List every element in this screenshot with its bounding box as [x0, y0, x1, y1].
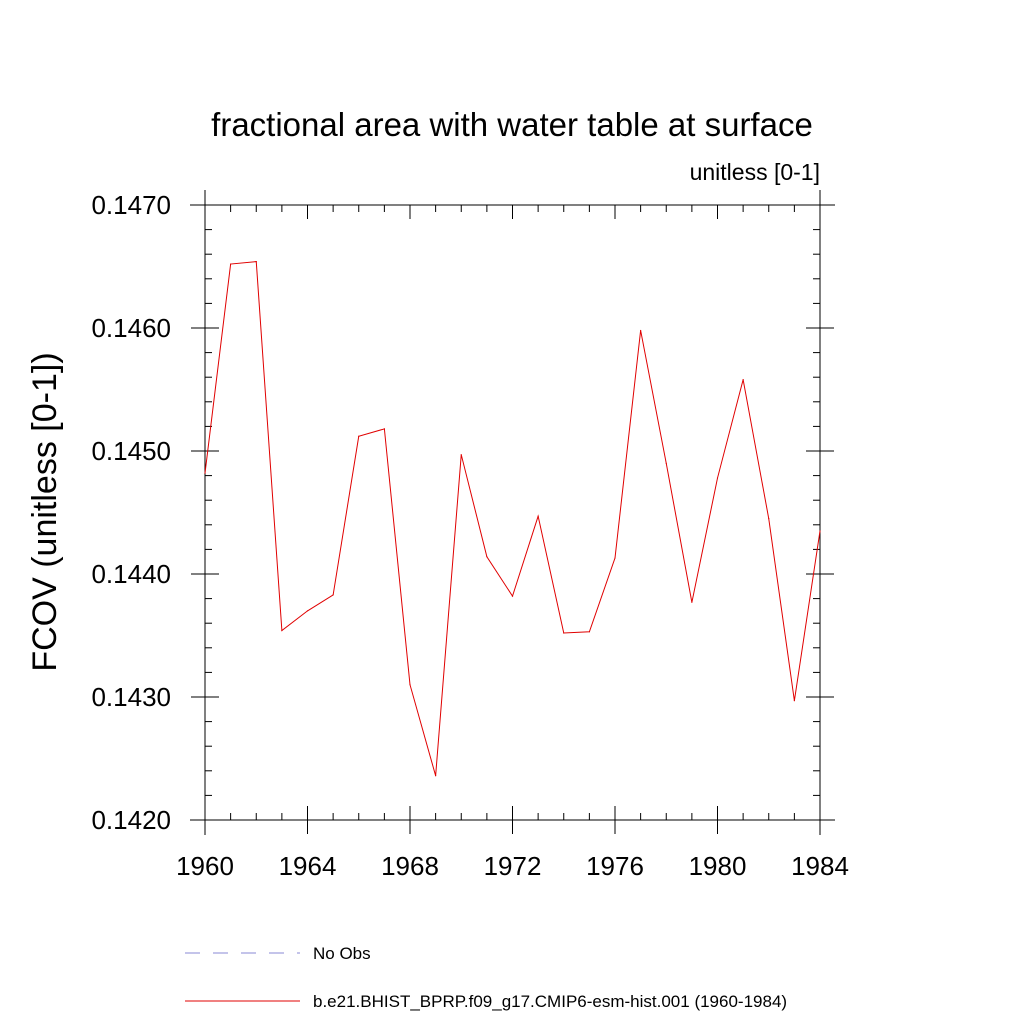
data-point	[563, 632, 565, 634]
legend: No Obs b.e21.BHIST_BPRP.f09_g17.CMIP6-es…	[185, 944, 787, 1011]
data-point	[230, 263, 232, 265]
data-point	[204, 472, 206, 474]
y-tick-label: 0.1460	[91, 313, 171, 343]
y-tick-label: 0.1420	[91, 805, 171, 835]
data-point	[793, 700, 795, 702]
series-line-1	[204, 261, 821, 776]
data-point	[640, 329, 642, 332]
data-point	[511, 595, 514, 597]
y-tick-label: 0.1440	[91, 559, 171, 589]
data-point	[306, 610, 309, 612]
chart-subtitle: unitless [0-1]	[690, 159, 820, 185]
y-tick-label: 0.1430	[91, 682, 171, 712]
data-point	[768, 518, 770, 520]
data-point	[716, 477, 719, 479]
data-point	[486, 556, 488, 558]
data-point	[537, 515, 539, 517]
x-tick-label: 1984	[791, 851, 849, 881]
data-point	[435, 775, 437, 777]
data-point	[460, 454, 462, 456]
data-point	[742, 379, 744, 381]
data-point	[255, 260, 257, 263]
data-point	[409, 684, 411, 686]
x-tick-label: 1980	[689, 851, 747, 881]
data-point	[691, 601, 693, 603]
y-axis-label: FCOV (unitless [0-1])	[26, 352, 64, 671]
plot-area	[204, 204, 821, 821]
series-layer	[204, 260, 821, 777]
chart-title: fractional area with water table at surf…	[211, 106, 813, 143]
data-point	[332, 594, 334, 596]
legend-label-no-obs: No Obs	[313, 944, 371, 963]
x-tick-label: 1960	[176, 851, 234, 881]
plot-frame	[204, 204, 821, 821]
data-point	[281, 629, 283, 632]
data-point	[588, 631, 590, 633]
legend-label-model-run: b.e21.BHIST_BPRP.f09_g17.CMIP6-esm-hist.…	[313, 992, 787, 1011]
x-tick-label: 1964	[279, 851, 337, 881]
x-tick-label: 1976	[586, 851, 644, 881]
y-axis: 0.1420 0.1430 0.1440 0.1450 0.1460 0.1470	[91, 190, 834, 835]
data-point	[819, 530, 821, 532]
data-point	[665, 462, 667, 464]
y-tick-label: 0.1450	[91, 436, 171, 466]
data-point	[358, 435, 360, 437]
y-tick-label: 0.1470	[91, 190, 171, 220]
data-point	[614, 557, 616, 559]
x-tick-label: 1972	[484, 851, 542, 881]
data-point	[383, 428, 385, 430]
x-axis: 1960 1964 1968 1972 1976 1980 1984	[176, 204, 849, 881]
x-tick-label: 1968	[381, 851, 439, 881]
